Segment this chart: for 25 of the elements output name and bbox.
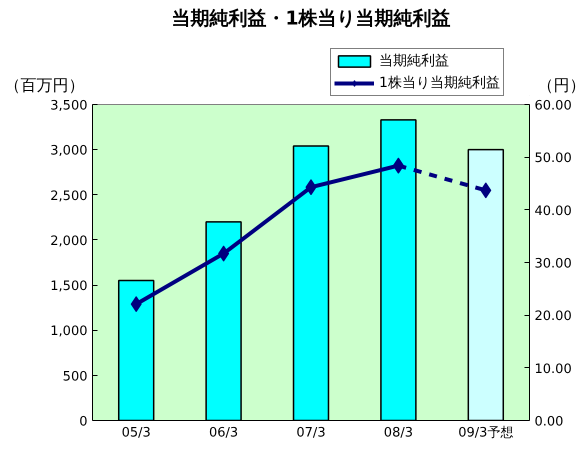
chart-title: 当期純利益・1株当り当期純利益 [171, 8, 451, 30]
y-tick-label: 500 [62, 369, 88, 384]
y-tick-label: 1,000 [50, 324, 88, 340]
y-tick-label: 0 [79, 414, 88, 430]
y2-tick-label: 20.00 [534, 309, 572, 324]
y2-tick-label: 30.00 [534, 256, 572, 272]
y-axis-title: （百万円） [4, 75, 84, 94]
x-tick-label: 08/3 [384, 426, 414, 440]
y-tick-label: 3,000 [50, 144, 88, 159]
x-tick-label: 09/3予想 [458, 426, 514, 440]
y-tick-label: 3,500 [50, 98, 88, 114]
y-tick-label: 2,000 [50, 234, 88, 249]
y2-tick-label: 60.00 [534, 98, 572, 114]
legend-label: 当期純利益 [379, 52, 449, 70]
y2-tick-label: 40.00 [534, 204, 572, 219]
y-tick-label: 2,500 [50, 188, 88, 204]
y2-tick-label: 50.00 [534, 151, 572, 166]
x-tick-label: 05/3 [122, 426, 151, 440]
y2-axis-title: （円） [538, 75, 586, 94]
y-tick-label: 1,500 [50, 279, 88, 294]
y2-tick-label: 0.00 [534, 414, 564, 430]
x-tick-label: 06/3 [209, 426, 238, 440]
y2-tick-label: 10.00 [534, 362, 572, 377]
legend-label: 1株当り当期純利益 [379, 74, 500, 92]
x-tick-label: 07/3 [296, 426, 326, 440]
